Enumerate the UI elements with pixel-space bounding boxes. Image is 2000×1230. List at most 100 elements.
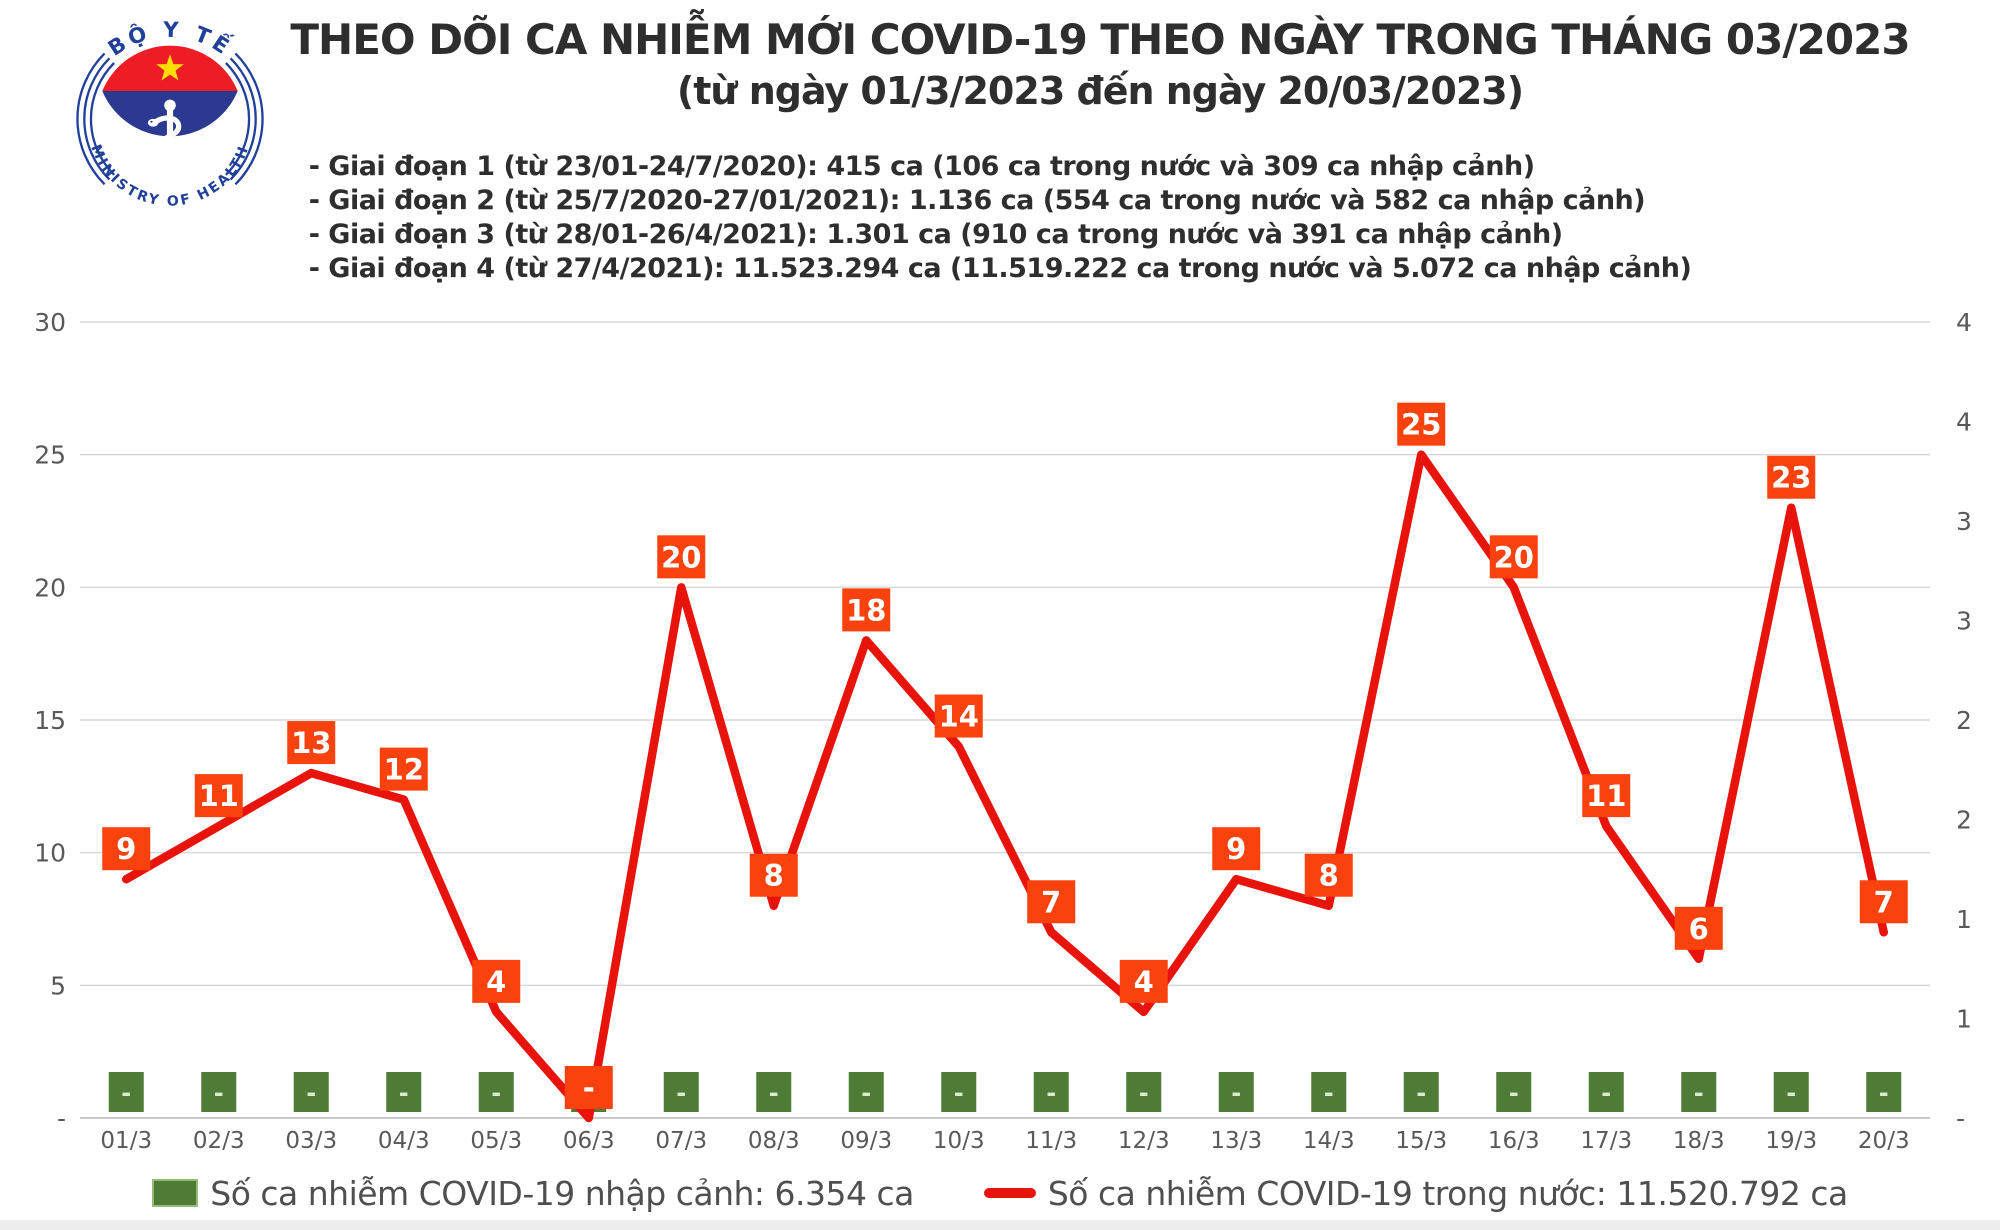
imported-label-text: - <box>861 1079 871 1107</box>
domestic-label-text: 7 <box>1874 885 1894 919</box>
domestic-label-box <box>1212 827 1261 871</box>
domestic-label-box <box>1397 402 1446 446</box>
domestic-label-box <box>657 535 706 579</box>
phase-line-1: - Giai đoạn 1 (từ 23/01-24/7/2020): 415 … <box>308 151 1535 182</box>
bottom-edge-strip <box>0 1220 2000 1230</box>
x-axis-date-label: 12/3 <box>1118 1128 1170 1154</box>
imported-label-box <box>848 1072 884 1112</box>
red-line-swatch-icon <box>983 1188 1036 1198</box>
domestic-label-text: - <box>583 1071 595 1105</box>
domestic-label-box <box>1859 880 1908 924</box>
domestic-label-box <box>102 827 151 871</box>
domestic-label-box <box>564 1066 613 1109</box>
imported-label-box <box>1681 1072 1717 1112</box>
x-axis-date-label: 16/3 <box>1488 1128 1540 1154</box>
imported-label-text: - <box>121 1079 131 1107</box>
imported-label-text: - <box>1046 1079 1056 1107</box>
page-subtitle: (từ ngày 01/3/2023 đến ngày 20/03/2023) <box>676 69 1524 113</box>
domestic-label-text: 25 <box>1401 408 1441 442</box>
imported-label-text: - <box>1786 1079 1796 1107</box>
imported-label-box <box>1033 1072 1069 1112</box>
imported-label-text: - <box>1601 1079 1611 1107</box>
domestic-label-box <box>1119 959 1168 1003</box>
domestic-label-text: 13 <box>291 726 331 760</box>
domestic-label-text: 23 <box>1771 461 1811 495</box>
legend-item-domestic: Số ca nhiễm COVID-19 trong nước: 11.520.… <box>983 1173 1848 1213</box>
domestic-label-box <box>1489 535 1538 579</box>
domestic-label-text: 18 <box>846 593 886 627</box>
x-axis-date-label: 17/3 <box>1580 1128 1632 1154</box>
imported-label-box <box>1126 1072 1162 1112</box>
domestic-label-box <box>842 588 891 632</box>
domestic-label-text: 4 <box>486 965 506 999</box>
domestic-label-box <box>194 774 243 818</box>
domestic-label-box <box>379 747 428 791</box>
domestic-label-box <box>1027 880 1076 924</box>
x-axis-date-label: 11/3 <box>1025 1128 1077 1154</box>
imported-label-box <box>756 1072 792 1112</box>
x-axis-date-label: 06/3 <box>563 1128 615 1154</box>
green-square-swatch-icon <box>152 1179 199 1207</box>
phase-line-4: - Giai đoạn 4 (từ 27/4/2021): 11.523.294… <box>308 253 1692 284</box>
domestic-label-box <box>1674 906 1723 950</box>
domestic-label-text: 20 <box>661 540 701 574</box>
x-axis-date-label: 13/3 <box>1210 1128 1262 1154</box>
imported-label-box <box>1866 1072 1902 1112</box>
imported-label-box <box>1311 1072 1347 1112</box>
chart-header: THEO DÕI CA NHIỄM MỚI COVID-19 THEO NGÀY… <box>0 14 2000 116</box>
right-axis-tick: 1 <box>1956 905 1972 934</box>
x-axis-date-label: 04/3 <box>378 1128 430 1154</box>
imported-label-box <box>941 1072 977 1112</box>
imported-label-box <box>1773 1072 1809 1112</box>
imported-label-text: - <box>491 1079 501 1107</box>
imported-label-text: - <box>1694 1079 1704 1107</box>
phase-line-2: - Giai đoạn 2 (từ 25/7/2020-27/01/2021):… <box>308 185 1646 216</box>
imported-label-box <box>478 1072 514 1112</box>
phase-line-3: - Giai đoạn 3 (từ 28/01-26/4/2021): 1.30… <box>308 219 1563 250</box>
x-axis-date-label: 20/3 <box>1858 1128 1910 1154</box>
domestic-label-box <box>934 694 983 738</box>
logo-asclepius-staff-icon <box>147 99 183 192</box>
right-axis-tick: 3 <box>1956 507 1972 536</box>
x-axis-date-label: 02/3 <box>193 1128 245 1154</box>
imported-label-box <box>1218 1072 1254 1112</box>
imported-label-text: - <box>1231 1079 1241 1107</box>
domestic-label-text: 11 <box>1586 779 1626 813</box>
imported-label-text: - <box>676 1079 686 1107</box>
imported-label-text: - <box>1879 1079 1889 1107</box>
imported-label-box <box>293 1072 329 1112</box>
x-axis-date-label: 19/3 <box>1765 1128 1817 1154</box>
imported-label-text: - <box>954 1079 964 1107</box>
ministry-of-health-logo: BỘ Y TẾ MINISTRY OF HEALTH <box>76 17 264 210</box>
domestic-label-text: 9 <box>116 832 136 866</box>
legend-label-domestic: Số ca nhiễm COVID-19 trong nước: 11.520.… <box>1047 1173 1848 1213</box>
imported-label-text: - <box>306 1079 316 1107</box>
imported-label-text: - <box>769 1079 779 1107</box>
x-axis-date-label: 03/3 <box>285 1128 337 1154</box>
domestic-label-text: 8 <box>1319 859 1339 893</box>
left-axis-tick: 20 <box>34 573 66 602</box>
domestic-label-text: 12 <box>384 753 424 787</box>
right-axis-tick: 4 <box>1956 308 1972 337</box>
right-axis-tick: 1 <box>1956 1005 1972 1034</box>
x-axis-date-label: 14/3 <box>1303 1128 1355 1154</box>
imported-label-box <box>663 1072 699 1112</box>
right-axis-tick: 2 <box>1956 806 1972 835</box>
x-axis-date-label: 05/3 <box>470 1128 522 1154</box>
right-axis-tick: 4 <box>1956 408 1972 437</box>
imported-label-text: - <box>399 1079 409 1107</box>
imported-label-text: - <box>214 1079 224 1107</box>
left-axis-tick: 5 <box>50 971 66 1000</box>
domestic-label-text: 4 <box>1134 965 1154 999</box>
phase-summary-block: - Giai đoạn 1 (từ 23/01-24/7/2020): 415 … <box>309 150 1692 286</box>
domestic-label-box <box>1304 853 1353 897</box>
left-axis-tick: 25 <box>34 441 66 470</box>
domestic-label-box <box>1767 455 1816 499</box>
x-axis-date-label: 08/3 <box>748 1128 800 1154</box>
right-axis-tick: 3 <box>1956 607 1972 636</box>
domestic-label-text: 6 <box>1689 912 1709 946</box>
legend-item-imported: Số ca nhiễm COVID-19 nhập cảnh: 6.354 ca <box>152 1174 914 1213</box>
left-axis-tick: 10 <box>34 839 66 868</box>
imported-label-box <box>108 1072 144 1112</box>
